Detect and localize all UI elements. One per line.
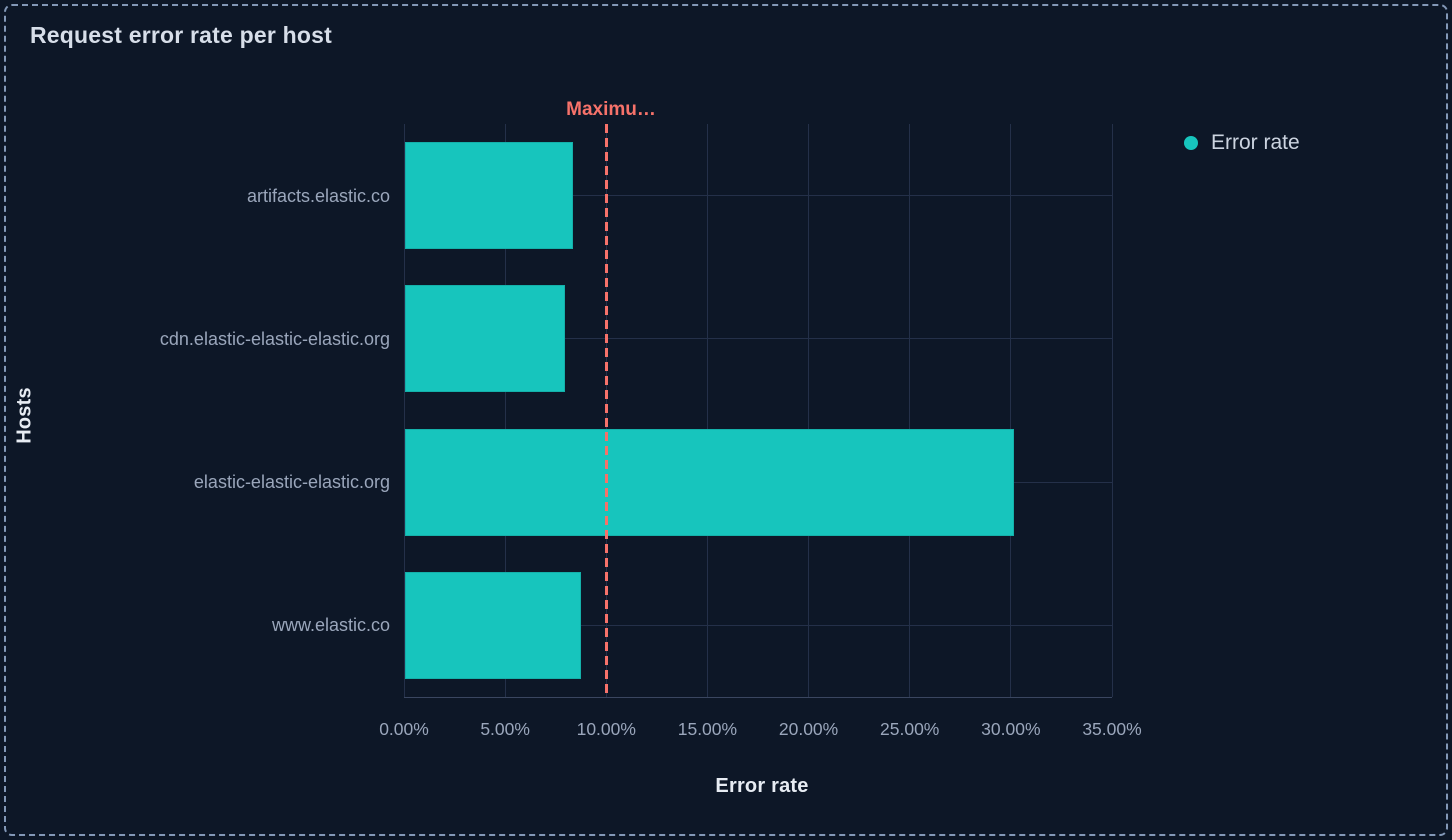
x-axis-line [404,697,1112,698]
x-tick-label: 30.00% [981,719,1041,739]
chart-panel[interactable]: Request error rate per host artifacts.el… [4,4,1448,836]
gridline-vertical [403,124,405,697]
panel-title[interactable]: Request error rate per host [30,22,332,48]
y-tick-label: cdn.elastic-elastic-elastic.org [159,328,390,349]
bar-artifacts.elastic.co[interactable] [405,142,573,250]
x-tick-label: 25.00% [880,719,940,739]
y-axis-title: Hosts [13,387,36,444]
gridline-vertical [706,124,708,697]
bar-www.elastic.co[interactable] [405,571,581,679]
threshold-label: Maximu… [566,99,656,120]
gridline-horizontal [404,195,1112,197]
y-tick-label: elastic-elastic-elastic.org [193,472,390,493]
x-tick-label: 35.00% [1082,719,1142,739]
y-tick-label: artifacts.elastic.co [246,185,390,206]
gridline-vertical [504,124,506,697]
y-tick-label: www.elastic.co [271,615,390,636]
legend-label: Error rate [1211,131,1300,154]
threshold-line [604,124,608,697]
gridline-vertical [909,124,911,697]
x-tick-label: 10.00% [576,719,636,739]
bar-elastic-elastic-elastic.org[interactable] [405,428,1014,536]
gridline-vertical [808,124,810,697]
gridline-vertical [1010,124,1012,697]
gridline-horizontal [404,624,1112,626]
x-tick-label: 20.00% [778,719,839,739]
x-tick-label: 5.00% [480,719,530,739]
gridline-vertical [1111,124,1113,697]
x-tick-label: 0.00% [379,719,429,739]
bar-cdn.elastic-elastic-elastic.org[interactable] [405,285,565,393]
gridline-horizontal [404,338,1112,340]
plot-area [403,124,1113,698]
x-tick-label: 15.00% [677,719,738,739]
legend-swatch-icon [1184,136,1198,150]
x-axis-title: Error rate [715,775,809,797]
legend-item-error-rate[interactable]: Error rate [1184,131,1300,155]
